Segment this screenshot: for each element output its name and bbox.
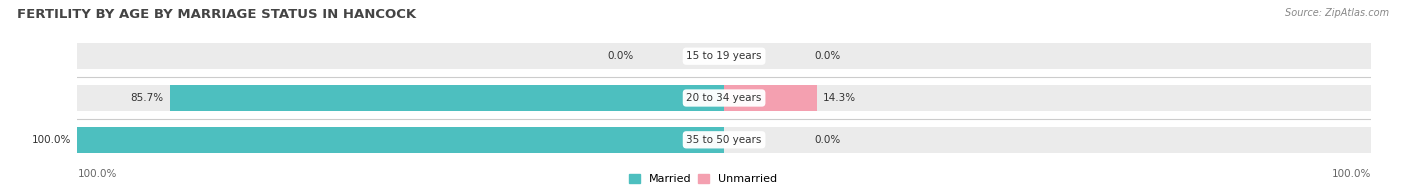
Bar — [77, 127, 724, 153]
Text: 14.3%: 14.3% — [823, 93, 856, 103]
Text: 0.0%: 0.0% — [607, 51, 634, 61]
Bar — [77, 85, 1371, 111]
Text: 100.0%: 100.0% — [31, 135, 70, 145]
Text: 100.0%: 100.0% — [77, 169, 117, 179]
Legend: Married, Unmarried: Married, Unmarried — [624, 169, 782, 189]
Text: 20 to 34 years: 20 to 34 years — [686, 93, 762, 103]
Bar — [77, 127, 1371, 153]
Bar — [77, 43, 1371, 69]
Text: 100.0%: 100.0% — [1331, 169, 1371, 179]
Text: 15 to 19 years: 15 to 19 years — [686, 51, 762, 61]
Text: 85.7%: 85.7% — [131, 93, 163, 103]
Bar — [170, 85, 724, 111]
Text: Source: ZipAtlas.com: Source: ZipAtlas.com — [1285, 8, 1389, 18]
Text: 0.0%: 0.0% — [814, 135, 841, 145]
Text: FERTILITY BY AGE BY MARRIAGE STATUS IN HANCOCK: FERTILITY BY AGE BY MARRIAGE STATUS IN H… — [17, 8, 416, 21]
Text: 35 to 50 years: 35 to 50 years — [686, 135, 762, 145]
Bar — [724, 85, 817, 111]
Text: 0.0%: 0.0% — [814, 51, 841, 61]
